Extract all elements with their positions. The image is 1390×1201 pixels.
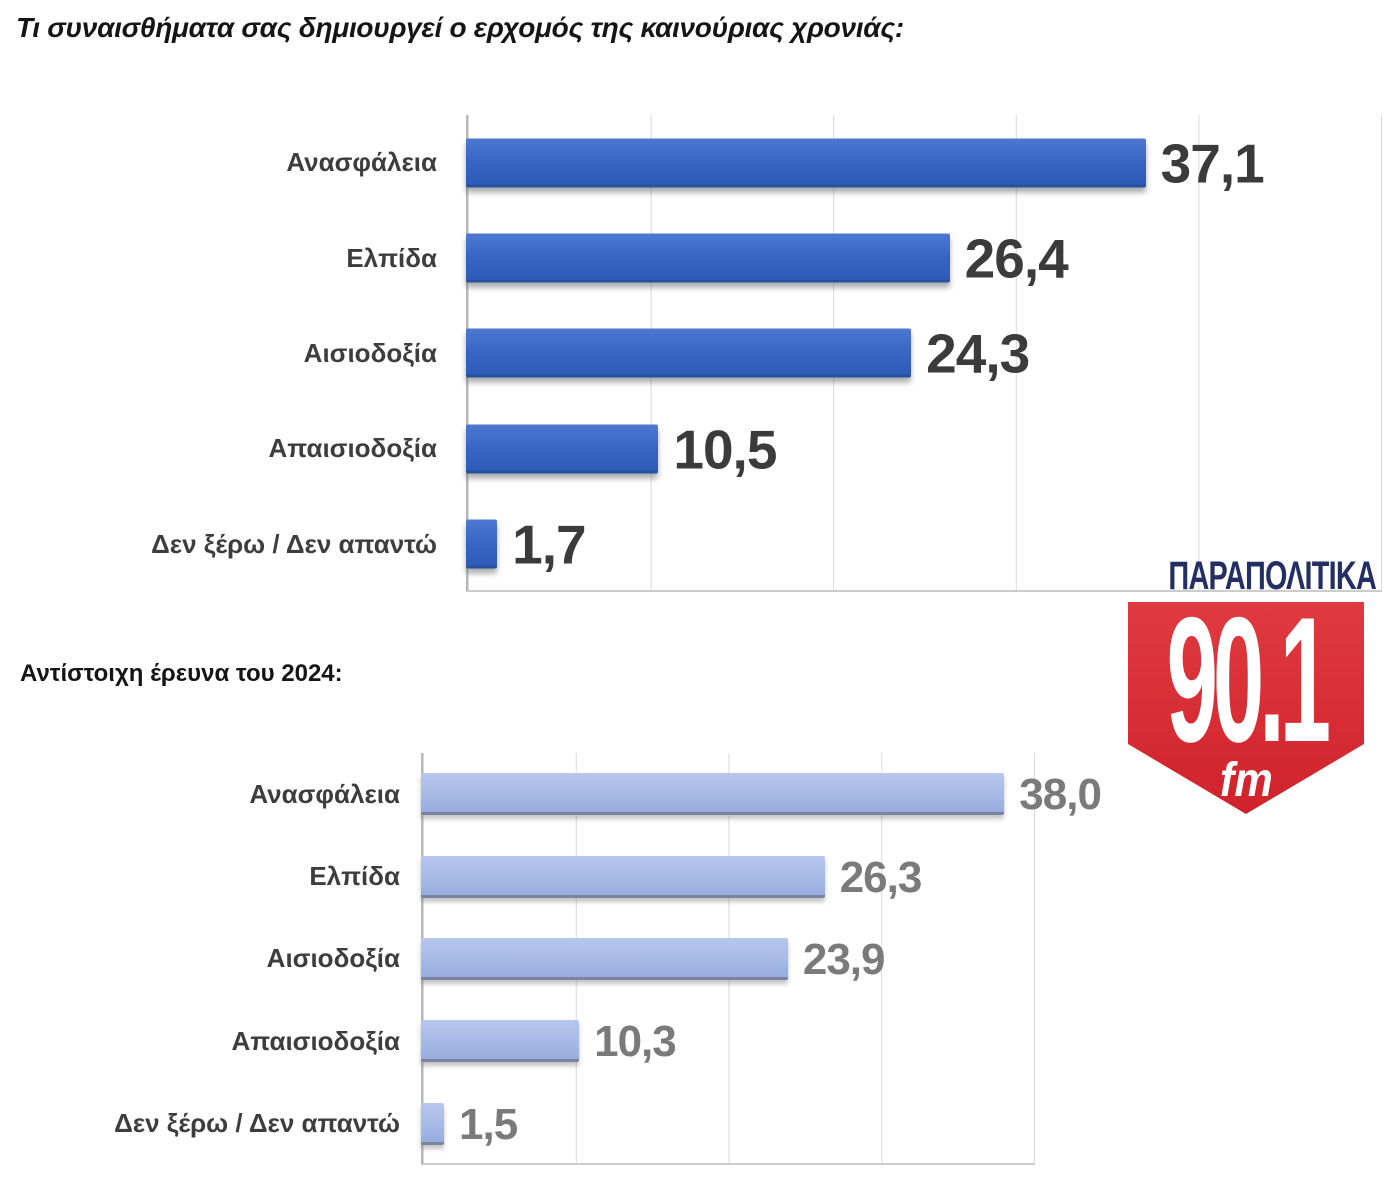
logo-fm-label: fm <box>1219 754 1273 807</box>
bar-track: 1,7 <box>466 497 1382 592</box>
bar-track: 1,5 <box>421 1083 1035 1165</box>
bar <box>466 519 498 569</box>
bar-row: Ανασφάλεια 38,0 <box>0 753 1390 835</box>
parapolitika-logo: ΠΑΡΑΠΟΛΙΤΙΚΑ 90.1 fm <box>1128 556 1377 814</box>
chart-current-year: Ανασφάλεια 37,1 Ελπίδα 26,4 Αισιοδοξία 2… <box>0 115 1390 592</box>
category-label: Ελπίδα <box>346 242 437 273</box>
value-label: 10,3 <box>594 1017 677 1067</box>
bar <box>466 328 912 378</box>
logo-wordmark: ΠΑΡΑΠΟΛΙΤΙΚΑ <box>1168 554 1377 598</box>
bar <box>421 1102 445 1145</box>
category-label: Δεν ξέρω / Δεν απαντώ <box>114 1108 400 1139</box>
bar-row: Απαισιοδοξία 10,3 <box>0 1000 1390 1082</box>
bar-row: Δεν ξέρω / Δεν απαντώ 1,7 <box>0 497 1390 592</box>
page-title: Τι συναισθήματα σας δημιουργεί ο ερχομός… <box>16 12 904 43</box>
bar-track: 26,3 <box>421 835 1035 917</box>
category-label: Αισιοδοξία <box>303 337 437 368</box>
bar <box>421 937 788 980</box>
bar-track: 38,0 <box>421 753 1102 835</box>
category-label: Ελπίδα <box>309 861 400 892</box>
bar-row: Ελπίδα 26,4 <box>0 210 1390 305</box>
bar-track: 37,1 <box>466 115 1382 210</box>
bar <box>466 233 950 283</box>
value-label: 24,3 <box>926 323 1030 386</box>
bar-row: Δεν ξέρω / Δεν απαντώ 1,5 <box>0 1083 1390 1165</box>
value-label: 26,3 <box>839 852 923 902</box>
value-label: 23,9 <box>802 934 886 984</box>
value-label: 26,4 <box>964 227 1069 290</box>
category-label: Ανασφάλεια <box>249 778 400 809</box>
bar <box>421 773 1005 816</box>
bar <box>421 1020 580 1063</box>
category-label: Απαισιοδοξία <box>268 433 438 464</box>
value-label: 1,5 <box>459 1099 518 1149</box>
chart-2024: Ανασφάλεια 38,0 Ελπίδα 26,3 Αισιοδοξία 2… <box>0 753 1390 1165</box>
bar-row: Αισιοδοξία 23,9 <box>0 918 1390 1000</box>
bar-row: Απαισιοδοξία 10,5 <box>0 401 1390 496</box>
logo-frequency: 90.1 <box>1166 602 1331 779</box>
bar-row: Ελπίδα 26,3 <box>0 835 1390 917</box>
subtitle-2024-survey: Αντίστοιχη έρευνα του 2024: <box>20 660 343 687</box>
bar-track: 10,3 <box>421 1000 1035 1082</box>
category-label: Απαισιοδοξία <box>231 1025 401 1056</box>
category-label: Αισιοδοξία <box>266 943 400 974</box>
category-label: Δεν ξέρω / Δεν απαντώ <box>151 528 437 559</box>
bar-track: 26,4 <box>466 210 1382 305</box>
bar-track: 24,3 <box>466 306 1382 401</box>
value-label: 10,5 <box>673 418 777 481</box>
value-label: 37,1 <box>1160 132 1265 195</box>
bar <box>421 855 825 898</box>
value-label: 1,7 <box>512 513 586 576</box>
bar-row: Ανασφάλεια 37,1 <box>0 115 1390 210</box>
bar <box>466 138 1146 188</box>
category-label: Ανασφάλεια <box>286 147 437 178</box>
bar-row: Αισιοδοξία 24,3 <box>0 306 1390 401</box>
bar-track: 10,5 <box>466 401 1382 496</box>
radio-shield-icon: 90.1 fm <box>1128 602 1364 814</box>
value-label: 38,0 <box>1019 770 1102 820</box>
bar <box>466 424 659 474</box>
bar-track: 23,9 <box>421 918 1035 1000</box>
